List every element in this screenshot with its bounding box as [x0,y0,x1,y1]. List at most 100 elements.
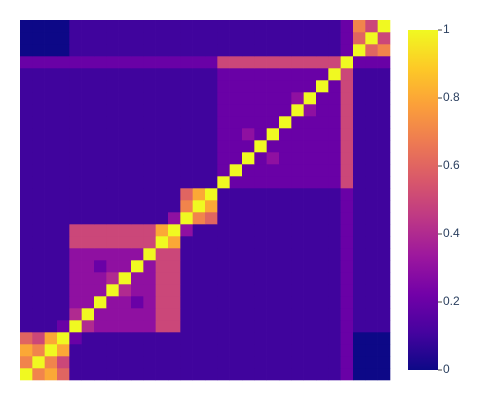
cell [69,92,82,105]
cell [44,80,58,93]
cell [254,140,267,153]
cell [254,260,267,273]
cell [81,140,95,153]
cell [69,308,82,321]
cell [32,188,45,201]
cell [229,80,243,93]
cell [192,32,206,45]
cell [340,128,354,141]
cell [328,152,341,165]
cell [291,128,304,141]
cell [106,320,119,333]
cell [94,104,107,117]
cell [143,152,156,165]
cell [291,140,304,153]
cell [20,284,33,297]
cell [180,296,193,309]
cell [192,224,206,237]
cell [205,320,218,333]
cell [353,260,366,273]
cell [291,284,304,297]
cell [192,80,206,93]
cell [279,284,292,297]
cell [69,200,82,213]
cell [340,92,354,105]
cell [328,332,341,345]
cell [192,308,206,321]
cell [254,248,267,261]
cell [81,152,95,165]
cell [192,356,206,369]
cell [44,104,58,117]
cell [303,116,317,129]
cell [180,92,193,105]
cell [81,332,95,345]
cell [316,284,329,297]
cell [377,236,391,249]
cell [44,296,58,309]
cell [328,56,341,69]
cell [118,32,132,45]
cell [131,260,144,273]
cell [44,152,58,165]
cell [229,368,243,381]
cell [94,164,107,177]
cell [32,176,45,189]
cell [279,308,292,321]
cell [94,92,107,105]
cell [266,248,280,261]
cell [279,188,292,201]
cell [94,368,107,381]
cell [353,272,366,285]
cell [143,320,156,333]
cell [106,308,119,321]
cell [81,356,95,369]
cell [340,284,354,297]
cell [106,68,119,81]
cell [44,272,58,285]
cell [365,164,378,177]
cell [229,56,243,69]
cell [118,44,132,57]
cell [69,44,82,57]
cell [20,152,33,165]
cell [242,200,255,213]
cell [192,164,206,177]
cell [143,56,156,69]
cell [242,68,255,81]
cell [192,140,206,153]
cell [168,116,181,129]
cell [266,104,280,117]
cell [291,368,304,381]
cell [155,128,169,141]
cell [217,284,230,297]
cell [143,260,156,273]
cell [69,20,82,33]
cell [328,188,341,201]
cell [106,140,119,153]
cell [155,116,169,129]
cell [69,272,82,285]
cell [106,260,119,273]
cell [20,116,33,129]
cell [316,320,329,333]
cell [106,224,119,237]
cell [266,164,280,177]
cell [377,212,391,225]
cell [365,116,378,129]
cell [180,368,193,381]
heatmap [20,20,391,381]
colorbar-tick-label: 0.8 [443,90,460,104]
cell [242,212,255,225]
cell [353,68,366,81]
cell [118,344,132,357]
cell [340,80,354,93]
cell [217,140,230,153]
cell [328,104,341,117]
cell [205,368,218,381]
cell [57,104,70,117]
cell [94,332,107,345]
cell [192,200,206,213]
cell [205,212,218,225]
cell [291,296,304,309]
